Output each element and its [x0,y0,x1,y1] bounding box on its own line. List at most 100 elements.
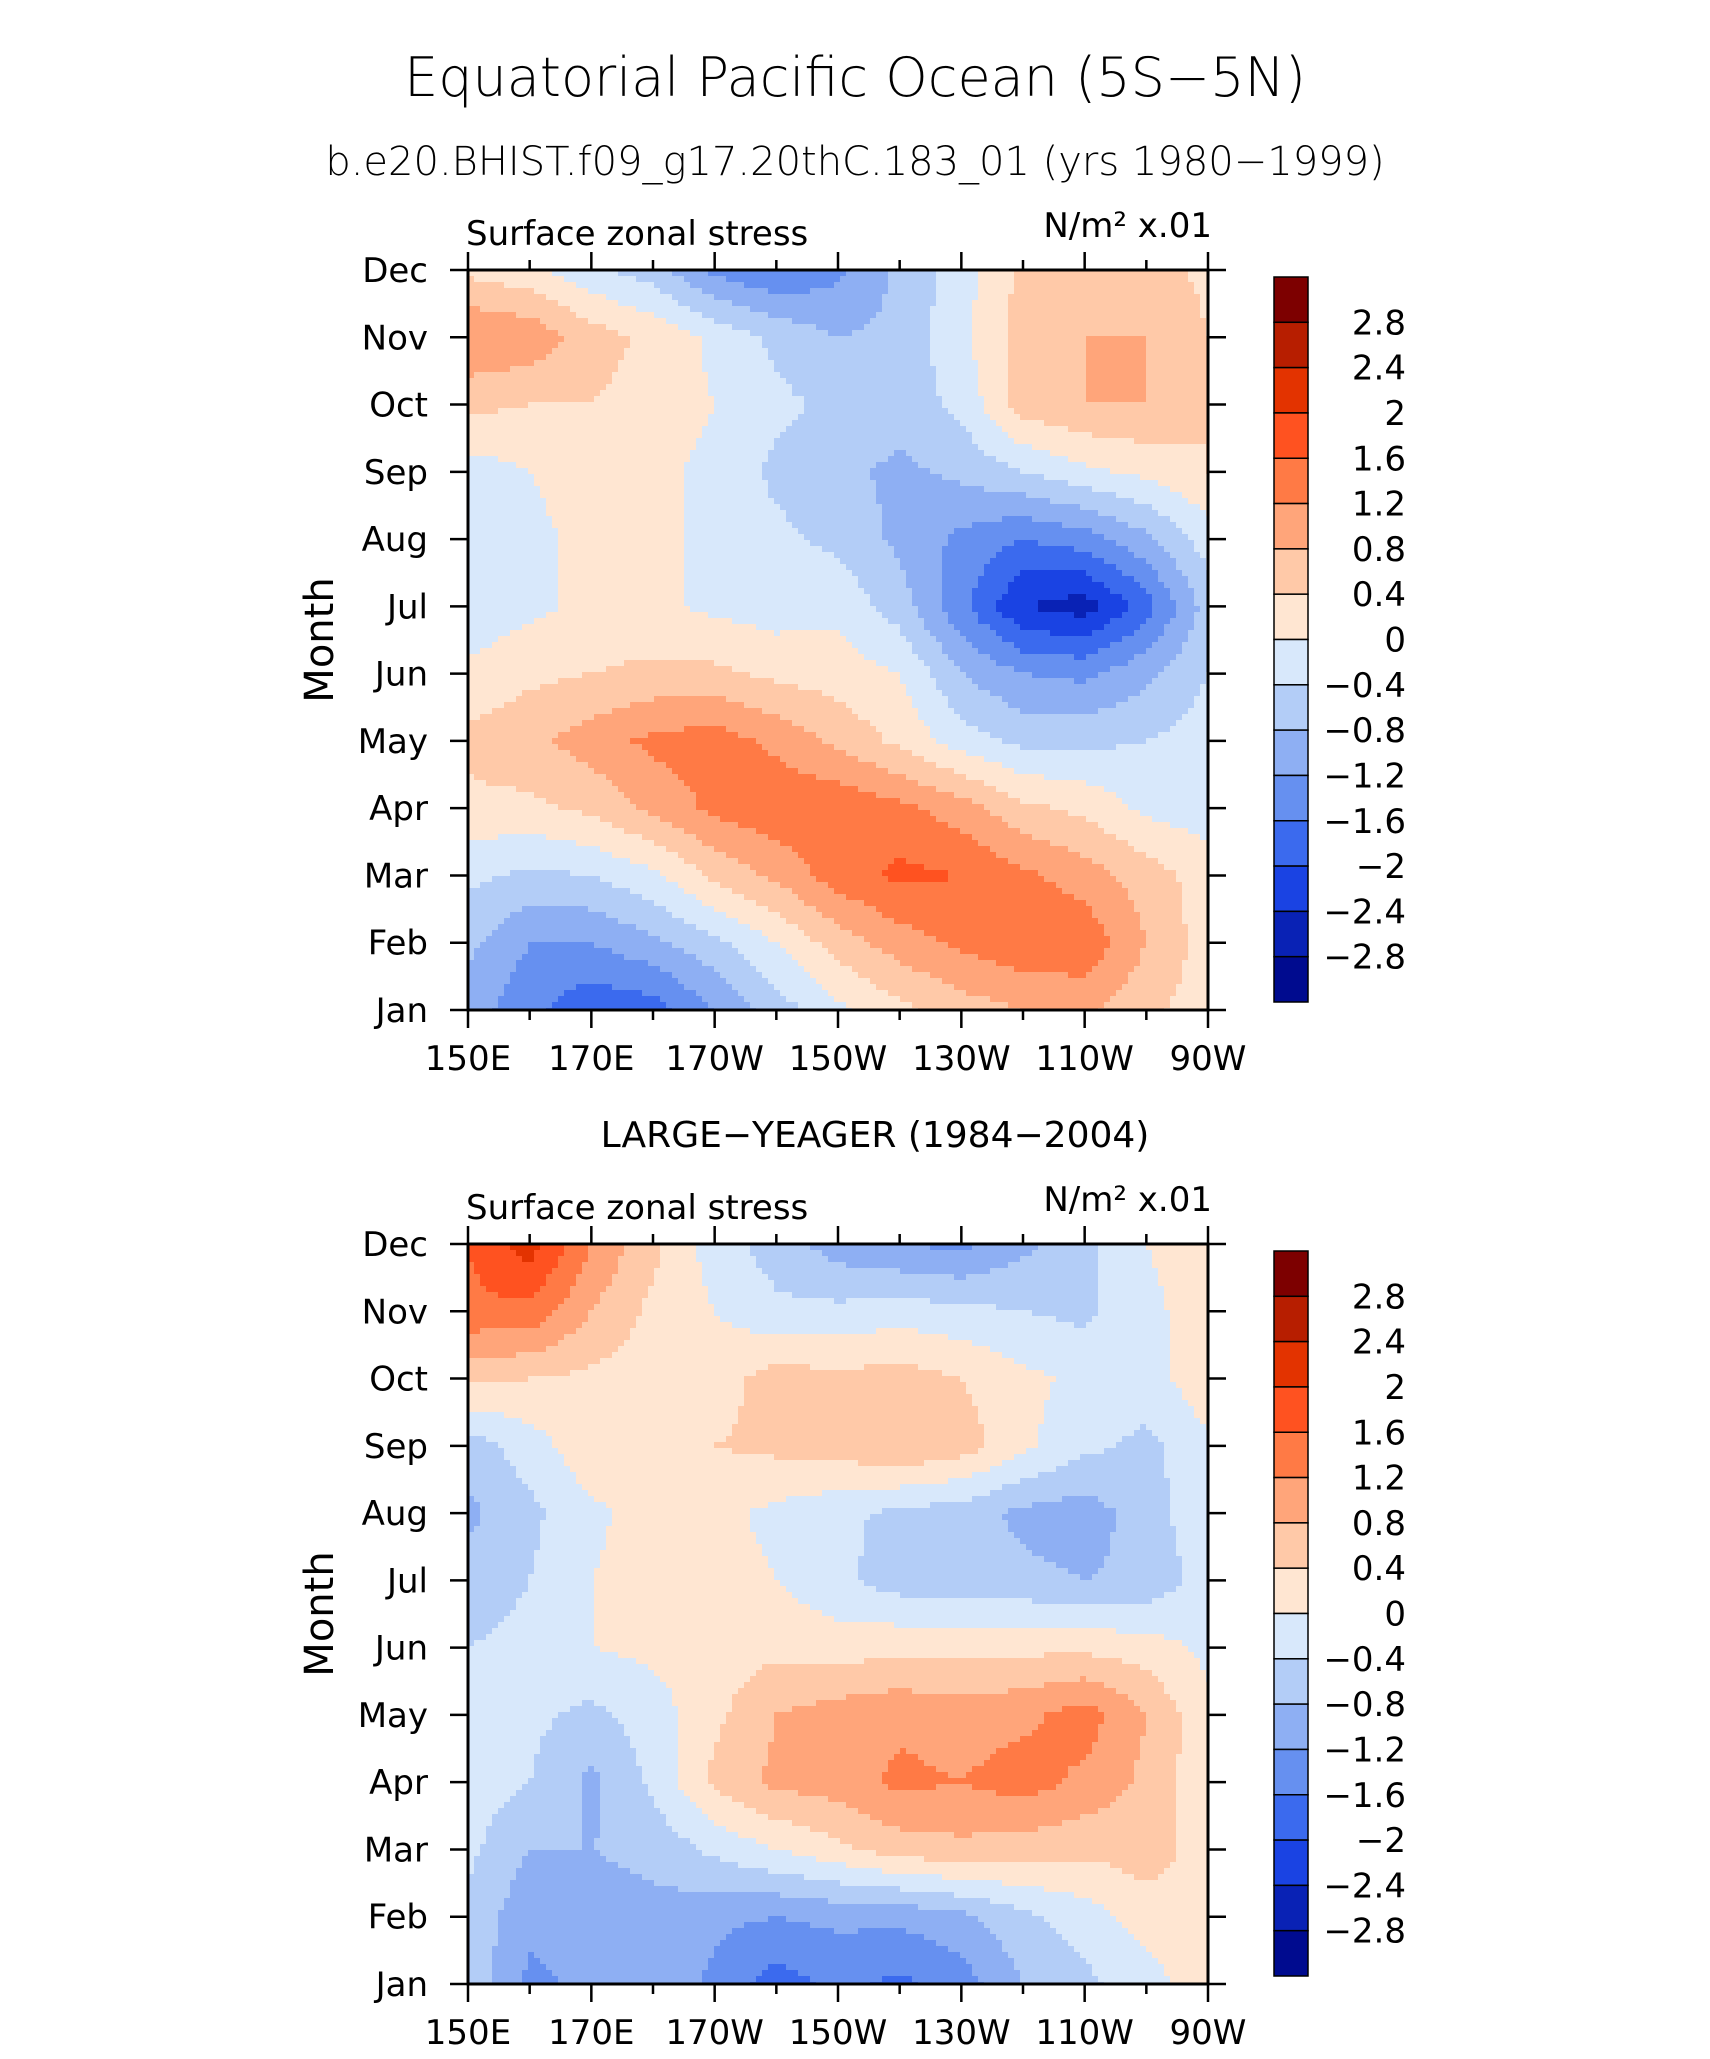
contour-cell [774,678,901,685]
contour-cell [864,1580,1183,1587]
contour-cell [468,1304,559,1311]
contour-cell [1050,630,1093,637]
contour-cell [546,834,643,841]
contour-cell [486,1838,583,1845]
contour-cell [1068,1940,1141,1947]
contour-cell [708,1760,769,1767]
contour-cell [804,534,883,541]
contour-cell [1182,1724,1208,1731]
contour-cell [522,1418,739,1425]
contour-cell [1134,498,1189,505]
contour-cell [1134,1760,1177,1767]
contour-cell [1128,606,1153,613]
contour-cell [762,1544,865,1551]
contour-cell [1014,1904,1105,1911]
contour-cell [612,822,673,829]
contour-cell [936,366,979,373]
contour-cell [768,1784,889,1791]
contour-cell [960,828,1021,835]
contour-cell [498,456,691,463]
contour-cell [738,822,949,829]
contour-cell [528,1580,595,1587]
contour-cell [744,702,847,709]
contour-cell [594,1604,811,1611]
contour-cell [768,1556,859,1563]
x-tick-label: 170W [665,1039,764,1079]
contour-cell [1146,342,1208,349]
contour-cell [468,984,505,991]
contour-cell [594,1628,1117,1635]
contour-cell [1008,342,1087,349]
contour-cell [570,1706,607,1713]
contour-cell [990,1928,1057,1935]
contour-cell [1170,1484,1208,1491]
contour-cell [468,894,643,901]
contour-cell [1164,1304,1208,1311]
contour-cell [984,1430,1039,1437]
contour-cell [810,1826,901,1833]
contour-cell [900,564,943,571]
contour-cell [978,366,1009,373]
contour-cell [1170,1002,1208,1009]
contour-cell [468,570,559,577]
contour-cell [486,1286,541,1293]
contour-cell [978,726,1171,733]
contour-cell [612,948,685,955]
contour-cell [1188,1646,1208,1653]
contour-cell [696,804,919,811]
contour-cell [588,1244,625,1251]
contour-cell [654,696,727,703]
colorbar-swatch [1273,1476,1309,1524]
contour-cell [996,1934,1063,1941]
contour-cell [804,1874,943,1881]
contour-cell [540,1538,607,1545]
contour-cell [1170,1490,1208,1497]
contour-cell [570,1370,757,1377]
contour-cell [528,1952,535,1959]
contour-cell [738,1412,979,1419]
contour-cell [1122,636,1159,643]
contour-cell [642,1298,709,1305]
contour-cell [834,282,889,289]
contour-cell [468,1658,637,1665]
contour-cell [888,876,949,883]
contour-cell [720,1730,775,1737]
contour-cell [1116,492,1183,499]
contour-cell [702,1850,793,1857]
contour-cell [468,1370,571,1377]
contour-cell [744,1400,973,1407]
contour-cell [1044,1712,1105,1719]
colorbar-label: 0.8 [1352,1504,1406,1544]
y-tick-label: Jul [385,587,428,627]
contour-cell [1200,1418,1208,1425]
contour-cell [1188,582,1208,589]
contour-cell [972,834,1033,841]
contour-cell [696,834,769,841]
contour-cell [750,306,883,313]
contour-cell [516,1868,631,1875]
contour-cell [1008,384,1087,391]
contour-cell [546,1430,733,1437]
contour-cell [930,318,973,325]
contour-cell [624,1340,973,1347]
contour-cell [558,300,619,307]
contour-cell [558,558,685,565]
contour-cell [1062,888,1129,895]
contour-cell [816,774,907,781]
contour-cell [1098,1496,1171,1503]
contour-cell [780,714,859,721]
contour-cell [768,1364,811,1371]
contour-cell [948,1478,1021,1485]
contour-cell [936,684,979,691]
contour-cell [972,312,1009,319]
contour-cell [540,1322,583,1329]
contour-cell [978,390,1009,397]
contour-cell [1056,1376,1171,1383]
contour-cell [654,1802,697,1809]
contour-cell [1056,882,1123,889]
contour-cell [504,1616,595,1623]
contour-cell [882,612,919,619]
contour-cell [1104,924,1141,931]
contour-cell [1032,1502,1105,1509]
contour-cell [552,1442,715,1449]
